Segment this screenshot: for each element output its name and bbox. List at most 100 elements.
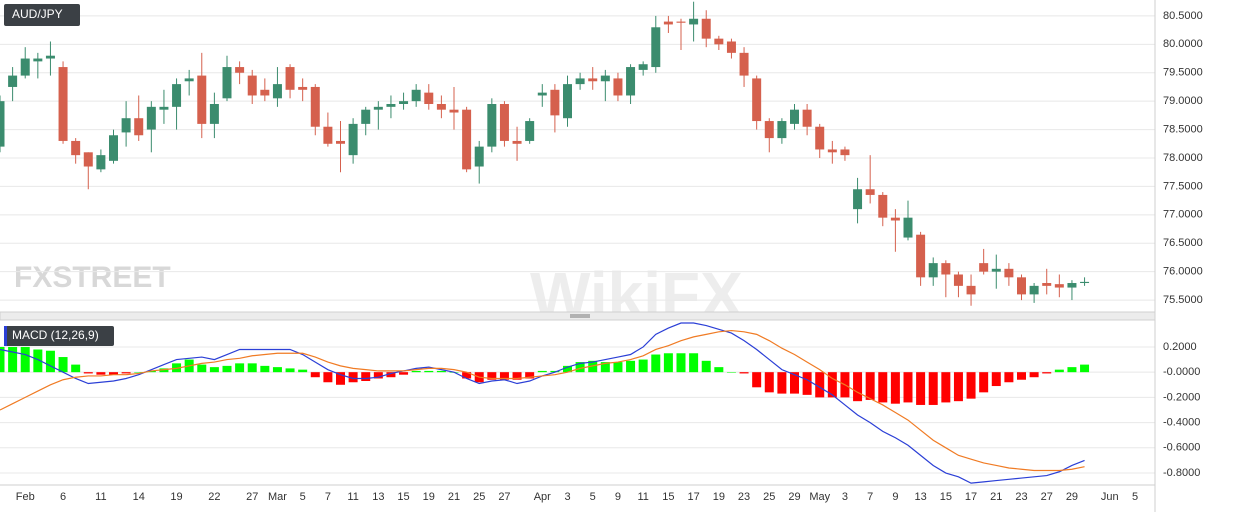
histogram-bar	[1067, 367, 1077, 373]
x-tick-label: Feb	[16, 491, 35, 503]
candle-body	[184, 78, 194, 82]
histogram-bar	[260, 365, 270, 373]
candle-body	[928, 263, 938, 278]
candle-body	[651, 27, 661, 68]
histogram-bar	[96, 372, 106, 375]
candle-body	[361, 109, 371, 124]
candle-body	[865, 189, 875, 195]
histogram-bar	[0, 346, 5, 373]
histogram-bar	[436, 370, 446, 373]
histogram-bar	[512, 372, 522, 380]
histogram-bar	[588, 360, 598, 373]
candle-body	[752, 78, 762, 122]
candle-body	[146, 106, 156, 130]
panel-separator	[0, 311, 1156, 321]
histogram-bar	[8, 346, 18, 373]
price-title: AUD/JPY	[12, 7, 63, 21]
histogram-bar	[146, 370, 156, 373]
histogram-bar	[575, 362, 585, 373]
x-tick-label: 21	[990, 491, 1002, 503]
histogram-bar	[941, 372, 951, 403]
y-tick-label: 78.5000	[1163, 123, 1203, 135]
y-tick-label: 78.0000	[1163, 152, 1203, 164]
histogram-bar	[134, 372, 144, 373]
histogram-bar	[33, 349, 43, 373]
x-tick-label: 15	[940, 491, 952, 503]
candle-body	[638, 64, 648, 70]
histogram-bar	[247, 363, 257, 373]
histogram-bar	[71, 364, 81, 373]
candle-body	[626, 67, 636, 96]
candle-body	[197, 75, 207, 124]
candle-body	[764, 121, 774, 139]
candle-body	[323, 126, 333, 144]
x-tick-label: Mar	[268, 491, 287, 503]
candle-body	[1080, 281, 1090, 284]
x-tick-label: 5	[1132, 491, 1138, 503]
candle-body	[840, 149, 850, 156]
candle-body	[613, 78, 623, 96]
histogram-bar	[966, 372, 976, 399]
histogram-bar	[878, 372, 888, 403]
histogram-bar	[373, 372, 383, 379]
histogram-bar	[626, 360, 636, 373]
candle-body	[600, 75, 610, 82]
candle-body	[348, 123, 358, 156]
histogram-bar	[777, 372, 787, 394]
candle-body	[1054, 284, 1064, 288]
histogram-bar	[815, 372, 825, 398]
candle-body	[676, 21, 686, 23]
histogram-bar	[663, 353, 673, 373]
candle-body	[878, 194, 888, 218]
candle-body	[1042, 283, 1052, 286]
candle-body	[222, 67, 232, 99]
histogram-bar	[109, 372, 118, 375]
histogram-bar	[525, 372, 535, 379]
candle-body	[689, 18, 699, 25]
y-tick-label: -0.8000	[1163, 467, 1200, 479]
y-tick-label: 80.5000	[1163, 10, 1203, 22]
candle-body	[33, 58, 43, 62]
candle-body	[991, 268, 1001, 272]
candle-body	[8, 75, 18, 87]
histogram-bar	[209, 367, 219, 373]
candle-body	[272, 84, 282, 99]
histogram-bar	[928, 372, 938, 405]
candle-body	[1029, 285, 1039, 295]
histogram-bar	[222, 365, 232, 373]
candle-body	[790, 109, 799, 124]
x-tick-label: 19	[713, 491, 725, 503]
candle-body	[777, 121, 787, 139]
x-tick-label: 19	[170, 491, 182, 503]
y-tick-label: 80.0000	[1163, 38, 1203, 50]
candle-body	[1004, 268, 1014, 278]
candle-body	[134, 118, 144, 136]
x-tick-label: 15	[662, 491, 674, 503]
candle-body	[172, 84, 182, 107]
histogram-bar	[1080, 364, 1090, 373]
x-tick-label: 7	[325, 491, 331, 503]
candle-body	[474, 146, 484, 167]
histogram-bar	[701, 360, 711, 373]
histogram-bar	[1042, 372, 1052, 374]
histogram-bar	[676, 353, 686, 373]
x-tick-label: 21	[448, 491, 460, 503]
candle-body	[563, 84, 572, 119]
histogram-bar	[462, 372, 472, 379]
candle-body	[1017, 277, 1026, 295]
candle-body	[373, 106, 383, 110]
candle-body	[979, 263, 989, 272]
histogram-bar	[563, 365, 572, 373]
histogram-bar	[739, 372, 749, 374]
candle-body	[853, 189, 863, 210]
x-tick-label: 13	[372, 491, 384, 503]
histogram-bar	[361, 372, 371, 381]
histogram-bar	[689, 353, 699, 373]
y-tick-label: 76.5000	[1163, 237, 1203, 249]
macd-line	[0, 329, 1085, 472]
candle-body	[827, 149, 837, 153]
x-tick-label: 13	[914, 491, 926, 503]
x-tick-label: 11	[637, 491, 648, 503]
candle-body	[209, 104, 219, 124]
